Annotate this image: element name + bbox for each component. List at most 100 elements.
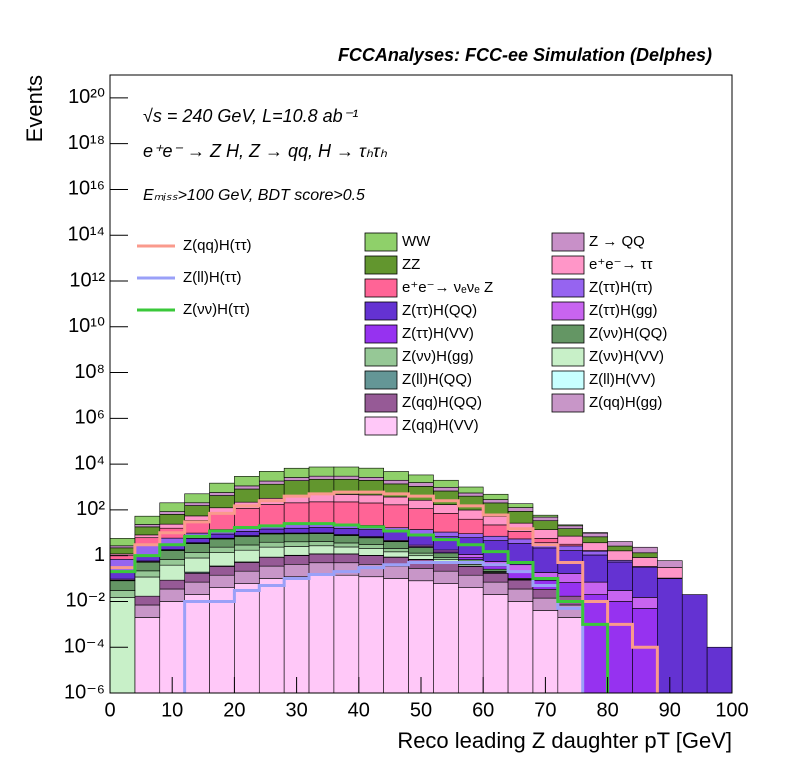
bar-segment	[433, 479, 459, 488]
legend-label: Z(νν)H(QQ)	[589, 325, 667, 342]
legend-swatch	[364, 255, 398, 275]
bar-segment	[283, 541, 310, 547]
bar-segment	[358, 544, 384, 549]
y-tick-label: 10¹⁶	[68, 178, 105, 200]
x-tick-label: 20	[223, 699, 245, 721]
bar-segment	[482, 572, 509, 583]
bar-segment	[234, 570, 260, 584]
bar-segment	[308, 478, 335, 495]
bar-segment	[258, 565, 285, 579]
bar-segment	[134, 561, 161, 572]
legend-label: Z(ττ)H(VV)	[402, 325, 474, 342]
bar-segment	[433, 486, 459, 492]
y-tick-label: 10⁻²	[66, 590, 106, 612]
bar-segment	[110, 580, 136, 591]
bar-segment	[582, 532, 608, 534]
bar-segment	[333, 475, 360, 480]
bar-segment	[358, 494, 384, 504]
bar-segment	[458, 587, 484, 693]
bar-segment	[383, 496, 409, 506]
bar-segment	[607, 545, 633, 552]
bar-segment	[507, 531, 534, 540]
legend-swatch	[551, 347, 585, 367]
bar-segment	[209, 533, 235, 539]
bar-segment	[433, 557, 459, 560]
bar-segment	[433, 490, 459, 505]
bar-segment	[333, 528, 360, 535]
x-tick-label: 50	[410, 699, 432, 721]
legend-swatch	[551, 232, 585, 252]
bar-segment	[582, 554, 608, 583]
bar-segment	[532, 520, 559, 530]
x-tick-label: 70	[534, 699, 556, 721]
bar-segment	[383, 531, 409, 541]
bar-segment	[283, 527, 310, 534]
legend-label: Z(qq)H(VV)	[402, 417, 479, 434]
legend-swatch	[364, 301, 398, 321]
bar-segment	[134, 576, 161, 597]
bar-segment	[358, 477, 384, 481]
bar-segment	[582, 536, 608, 544]
y-tick-label: 10¹²	[69, 269, 105, 291]
y-tick-label: 10¹⁰	[68, 315, 105, 337]
bar-segment	[184, 502, 210, 506]
bar-segment	[283, 555, 310, 565]
bar-segment	[582, 581, 608, 595]
bar-segment	[507, 538, 534, 544]
bar-segment	[582, 550, 608, 556]
bar-segment	[632, 566, 658, 598]
bar-segment	[159, 588, 185, 602]
bar-segment	[532, 547, 559, 573]
bar-segment	[308, 494, 335, 503]
bar-segment	[433, 583, 459, 693]
y-tick-label: 1	[94, 544, 105, 566]
bar-segment	[482, 581, 509, 595]
bar-segment	[458, 518, 484, 534]
bar-segment	[681, 594, 708, 693]
legend-swatch	[551, 255, 585, 275]
bar-segment	[234, 476, 260, 487]
bar-segment	[532, 516, 559, 522]
bar-segment	[333, 546, 360, 555]
bar-segment	[607, 541, 633, 547]
bar-segment	[458, 533, 484, 538]
chart-title: FCCAnalyses: FCC-ee Simulation (Delphes)	[338, 45, 712, 65]
bar-segment	[358, 576, 384, 693]
bar-segment	[557, 582, 584, 597]
bar-segment	[458, 509, 484, 520]
bar-segment	[184, 594, 210, 693]
legend-label: Z(qq)H(ττ)	[183, 237, 252, 254]
annotation: √s = 240 GeV, L=10.8 ab⁻¹	[143, 106, 358, 126]
legend-swatch	[364, 232, 398, 252]
bar-segment	[258, 471, 285, 482]
bar-segment	[408, 552, 434, 557]
bar-segment	[458, 492, 484, 497]
bar-segment	[308, 533, 335, 542]
bar-segment	[333, 574, 360, 693]
x-tick-label: 0	[104, 699, 115, 721]
bar-segment	[632, 608, 658, 693]
bar-segment	[234, 531, 260, 536]
bar-segment	[134, 515, 161, 525]
bar-segment	[209, 495, 235, 509]
bar-segment	[184, 572, 210, 583]
bar-segment	[358, 502, 384, 526]
legend-label: Z(νν)H(VV)	[589, 348, 664, 365]
bar-segment	[383, 504, 409, 528]
y-tick-label: 10¹⁸	[68, 132, 105, 154]
bar-segment	[234, 507, 260, 528]
plot-area	[110, 466, 732, 693]
legend-swatch	[364, 324, 398, 344]
bar-segment	[159, 514, 185, 525]
bar-segment	[308, 475, 335, 480]
x-tick-label: 30	[285, 699, 307, 721]
bar-segment	[134, 617, 161, 693]
bar-segment	[358, 555, 384, 565]
bar-segment	[333, 535, 360, 544]
bar-segment	[408, 529, 434, 535]
bar-segment	[308, 466, 335, 477]
legend-label: Z(ll)H(VV)	[589, 371, 656, 388]
bar-segment	[258, 528, 285, 534]
bar-segment	[482, 499, 509, 504]
